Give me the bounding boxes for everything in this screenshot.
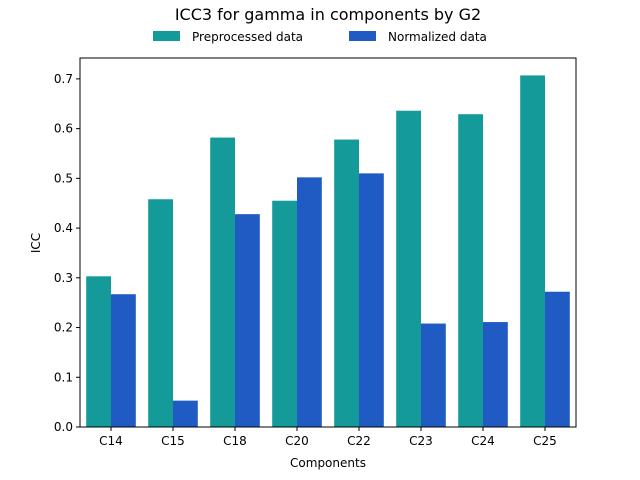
y-axis-label: ICC — [29, 233, 43, 253]
bar-c15-preprocessed — [148, 199, 173, 427]
bars-layer — [86, 75, 570, 427]
bar-c22-preprocessed — [334, 139, 359, 427]
legend: Preprocessed data Normalized data — [153, 30, 487, 44]
bar-c20-preprocessed — [272, 200, 297, 427]
y-tick-label: 0.1 — [54, 370, 73, 384]
y-tick-label: 0.7 — [54, 72, 73, 86]
legend-label-normalized: Normalized data — [388, 30, 487, 44]
bar-c23-normalized — [421, 323, 446, 427]
bar-c18-normalized — [235, 214, 260, 427]
x-tick-label: C24 — [471, 434, 495, 448]
bar-c25-preprocessed — [520, 75, 545, 427]
bar-c24-preprocessed — [458, 114, 483, 427]
bar-c18-preprocessed — [210, 137, 235, 427]
bar-c25-normalized — [545, 291, 570, 427]
y-tick-label: 0.5 — [54, 171, 73, 185]
bar-c15-normalized — [173, 400, 198, 427]
y-axis-ticks: 0.0 0.1 0.2 0.3 0.4 0.5 0.6 0.7 — [54, 72, 80, 434]
x-axis-label: Components — [290, 456, 366, 470]
bar-c23-preprocessed — [396, 110, 421, 427]
chart-title: ICC3 for gamma in components by G2 — [175, 5, 481, 24]
plot-frame — [79, 57, 577, 428]
bar-c24-normalized — [483, 322, 508, 427]
x-axis-ticks: C14 C15 C18 C20 C22 C23 C24 C25 — [99, 427, 557, 448]
x-tick-label: C20 — [285, 434, 309, 448]
y-tick-label: 0.3 — [54, 271, 73, 285]
bar-c14-normalized — [111, 294, 136, 427]
legend-label-preprocessed: Preprocessed data — [192, 30, 303, 44]
y-tick-label: 0.2 — [54, 321, 73, 335]
bar-c14-preprocessed — [86, 276, 111, 427]
legend-swatch-preprocessed — [153, 31, 180, 41]
bar-c20-normalized — [297, 177, 322, 427]
y-tick-label: 0.4 — [54, 221, 73, 235]
x-tick-label: C25 — [533, 434, 557, 448]
bar-c22-normalized — [359, 173, 384, 427]
legend-swatch-normalized — [349, 31, 376, 41]
x-tick-label: C22 — [347, 434, 371, 448]
y-tick-label: 0.6 — [54, 122, 73, 136]
x-tick-label: C23 — [409, 434, 433, 448]
x-tick-label: C14 — [99, 434, 123, 448]
y-tick-label: 0.0 — [54, 420, 73, 434]
x-tick-label: C15 — [161, 434, 185, 448]
x-tick-label: C18 — [223, 434, 247, 448]
